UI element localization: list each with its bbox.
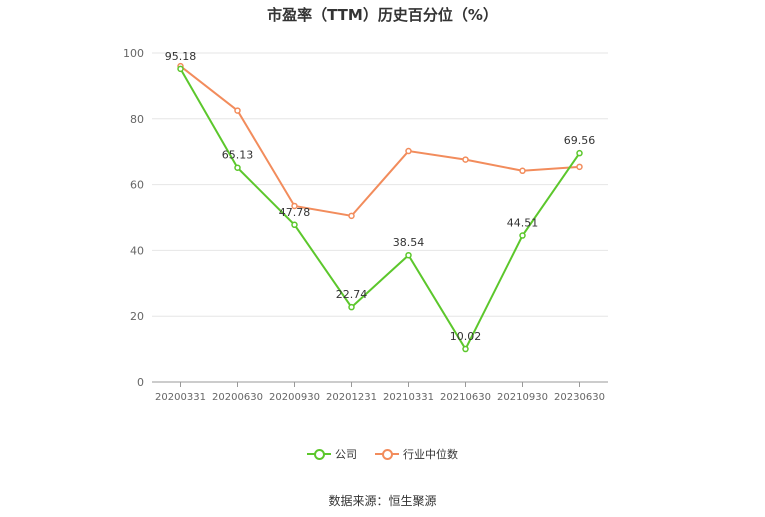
chart-title: 市盈率（TTM）历史百分位（%） — [267, 6, 498, 24]
x-tick-label: 20200630 — [212, 392, 263, 403]
data-point — [519, 167, 526, 175]
x-tick-label: 20230630 — [554, 392, 605, 403]
y-tick-label: 60 — [130, 179, 144, 192]
data-point — [291, 221, 298, 229]
legend-label-industry-median: 行业中位数 — [403, 448, 458, 461]
y-tick-label: 40 — [130, 244, 144, 257]
series-line — [179, 68, 581, 352]
data-point — [348, 303, 355, 311]
data-label: 65.13 — [222, 149, 254, 162]
data-source: 数据来源：恒生聚源 — [328, 494, 437, 508]
data-label: 47.78 — [279, 206, 311, 219]
data-point — [519, 232, 526, 239]
data-label: 38.54 — [393, 236, 425, 249]
data-label: 95.18 — [165, 50, 197, 63]
data-label: 69.56 — [564, 134, 596, 147]
data-point — [291, 202, 298, 210]
data-point — [348, 212, 355, 220]
x-tick-label: 20200331 — [155, 392, 206, 403]
y-tick-label: 80 — [130, 113, 144, 126]
y-tick-label: 100 — [123, 47, 144, 60]
x-tick-label: 20210930 — [497, 392, 548, 403]
series-line — [179, 65, 580, 217]
data-label: 22.74 — [336, 288, 368, 301]
legend-item-company[interactable]: 公司 — [307, 446, 357, 462]
x-tick-label: 20210331 — [383, 392, 434, 403]
x-tick-label: 20210630 — [440, 392, 491, 403]
legend-item-industry-median[interactable]: 行业中位数 — [375, 446, 458, 462]
data-label: 44.51 — [507, 217, 539, 230]
data-point — [576, 149, 583, 157]
data-point — [177, 65, 184, 73]
data-point — [405, 251, 412, 259]
y-tick-label: 20 — [130, 310, 144, 323]
data-point — [234, 164, 241, 171]
data-point — [405, 147, 412, 155]
data-point — [462, 345, 469, 353]
legend-swatch-industry-median — [375, 448, 399, 460]
y-tick-label: 0 — [137, 376, 144, 389]
legend-swatch-company — [307, 448, 331, 460]
legend: 公司 行业中位数 — [0, 446, 765, 462]
data-point — [576, 163, 583, 171]
legend-label-company: 公司 — [335, 448, 357, 461]
data-point — [462, 156, 469, 163]
data-point — [234, 107, 241, 114]
data-label: 10.02 — [450, 330, 482, 343]
x-tick-label: 20201231 — [326, 392, 377, 403]
x-tick-label: 20200930 — [269, 392, 320, 403]
